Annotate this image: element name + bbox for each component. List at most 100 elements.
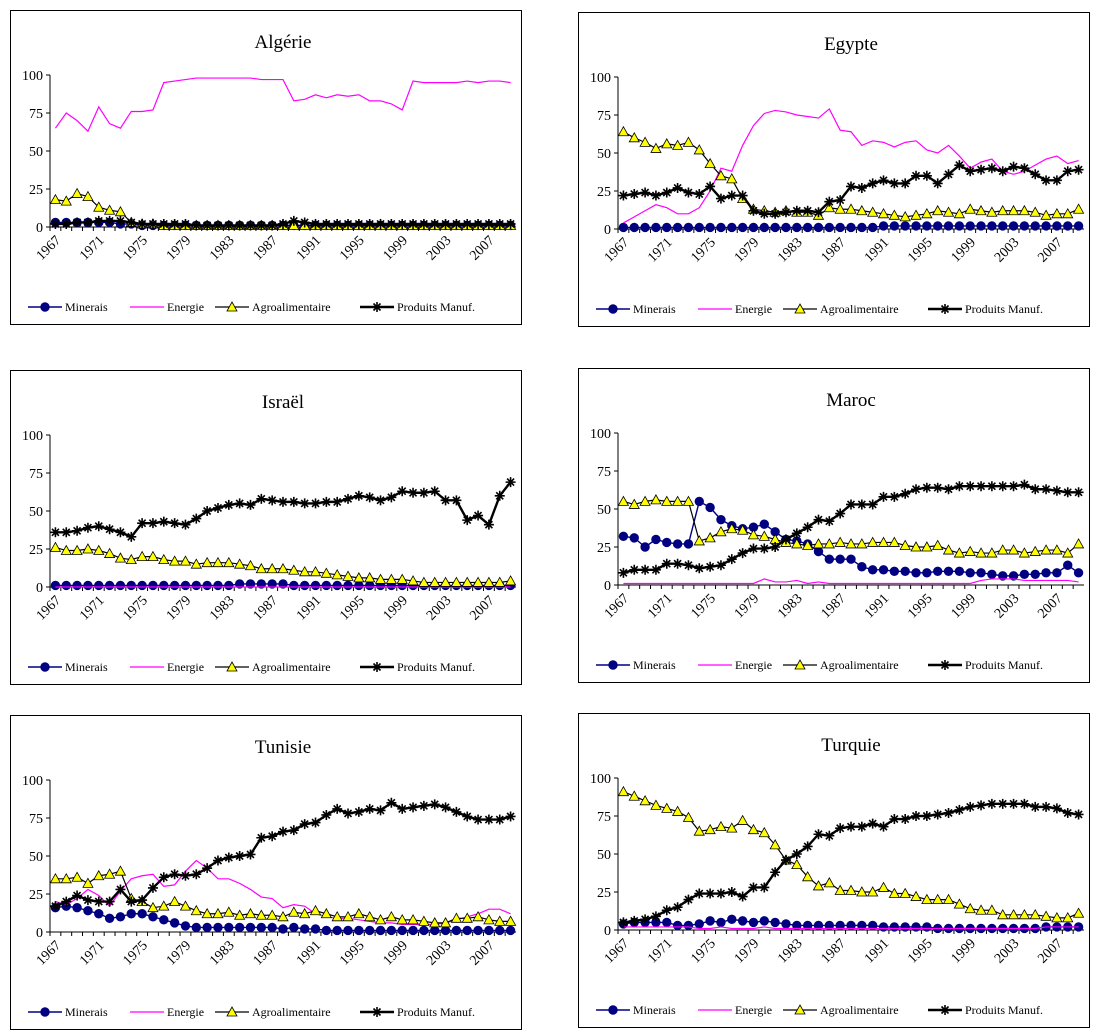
legend-label: Energie (167, 300, 204, 314)
data-point (1030, 221, 1040, 231)
y-tick-label: 25 (597, 541, 611, 556)
data-point (1063, 221, 1073, 231)
data-point (1029, 206, 1041, 217)
data-point (986, 206, 998, 217)
data-point (997, 798, 1008, 809)
data-point (245, 499, 256, 510)
data-point (900, 488, 911, 499)
data-point (639, 794, 651, 806)
data-point (1073, 164, 1084, 175)
data-point (835, 823, 846, 834)
data-point (104, 215, 115, 226)
data-point (494, 814, 505, 825)
data-point (450, 576, 463, 587)
data-point (82, 877, 94, 888)
data-point (342, 570, 354, 581)
data-point (309, 565, 322, 577)
data-point (672, 558, 683, 569)
data-point (715, 525, 727, 537)
y-tick-label: 50 (29, 850, 43, 865)
data-point (889, 178, 900, 189)
legend-label: Produits Manuf. (965, 302, 1043, 316)
data-point (332, 580, 342, 591)
data-point (278, 496, 288, 507)
data-point (770, 542, 781, 552)
data-point (639, 136, 651, 147)
data-point (212, 556, 224, 568)
data-point (899, 539, 911, 550)
data-point (835, 508, 846, 519)
legend-marker (940, 660, 950, 670)
legend-marker (608, 660, 618, 670)
data-point (159, 915, 169, 925)
data-point (965, 568, 975, 578)
y-tick-label: 25 (597, 886, 611, 901)
data-point (82, 217, 93, 228)
data-point (801, 870, 814, 882)
data-point (407, 575, 419, 586)
data-point (780, 207, 791, 218)
data-point (683, 187, 694, 198)
data-point (147, 901, 159, 913)
data-point (429, 799, 440, 810)
data-point (462, 218, 473, 229)
legend-label: Minerais (633, 1003, 676, 1017)
data-point (93, 201, 105, 212)
legend-marker (940, 304, 950, 314)
data-point (888, 887, 901, 898)
data-point (758, 826, 770, 838)
data-point (190, 558, 202, 569)
data-point (715, 888, 726, 899)
panel-border (10, 10, 522, 325)
data-point (180, 519, 191, 530)
data-point (845, 884, 857, 895)
data-point (494, 915, 506, 926)
data-point (191, 513, 202, 524)
data-point (736, 524, 749, 535)
data-point (889, 221, 900, 231)
data-point (158, 872, 169, 883)
data-point (298, 565, 311, 577)
data-point (213, 580, 223, 591)
data-point (1008, 221, 1019, 231)
data-point (650, 564, 661, 575)
data-point (223, 852, 234, 863)
data-point (629, 222, 639, 233)
data-point (191, 922, 202, 933)
data-point (997, 204, 1009, 216)
data-point (639, 495, 651, 506)
data-point (694, 222, 704, 233)
legend-marker (940, 1005, 950, 1015)
data-point (802, 522, 813, 533)
panel-border (578, 713, 1090, 1028)
data-point (451, 925, 462, 936)
legend-label: Minerais (65, 1005, 108, 1019)
data-point (234, 851, 245, 861)
data-point (845, 538, 857, 549)
data-point (802, 205, 813, 216)
data-point (932, 178, 943, 189)
data-point (954, 804, 965, 815)
data-point (385, 910, 398, 922)
data-point (309, 904, 322, 916)
data-point (115, 215, 126, 226)
data-point (846, 181, 856, 192)
data-point (245, 922, 256, 933)
data-point (103, 868, 116, 879)
data-point (494, 576, 506, 587)
data-point (72, 217, 83, 228)
data-point (900, 221, 910, 231)
data-point (683, 920, 694, 931)
data-point (288, 564, 300, 575)
data-point (911, 170, 922, 181)
data-point (299, 498, 310, 509)
data-point (824, 830, 835, 841)
data-point (440, 802, 451, 813)
data-point (801, 539, 814, 550)
legend-label: Minerais (633, 302, 676, 316)
data-point (878, 922, 889, 932)
y-tick-label: 0 (604, 924, 611, 939)
y-tick-label: 75 (597, 810, 611, 825)
